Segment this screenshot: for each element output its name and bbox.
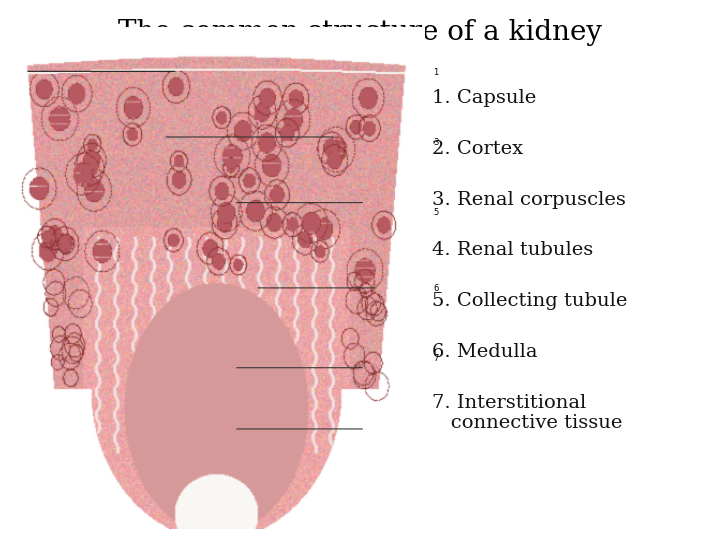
Text: 7: 7 bbox=[433, 354, 438, 363]
Text: 2. Cortex: 2. Cortex bbox=[432, 140, 523, 158]
Text: 7. Interstitional
   connective tissue: 7. Interstitional connective tissue bbox=[432, 394, 622, 433]
Text: 6: 6 bbox=[433, 284, 438, 293]
Text: 3. Renal corpuscles: 3. Renal corpuscles bbox=[432, 191, 626, 208]
Text: 3: 3 bbox=[433, 138, 438, 147]
Text: 6. Medulla: 6. Medulla bbox=[432, 343, 538, 361]
Text: 5: 5 bbox=[433, 208, 438, 217]
Text: 5. Collecting tubule: 5. Collecting tubule bbox=[432, 292, 627, 310]
Text: The common structure of a kidney: The common structure of a kidney bbox=[118, 19, 602, 46]
Text: 1. Capsule: 1. Capsule bbox=[432, 89, 536, 107]
Text: 1: 1 bbox=[433, 68, 438, 77]
Text: 4. Renal tubules: 4. Renal tubules bbox=[432, 241, 593, 259]
